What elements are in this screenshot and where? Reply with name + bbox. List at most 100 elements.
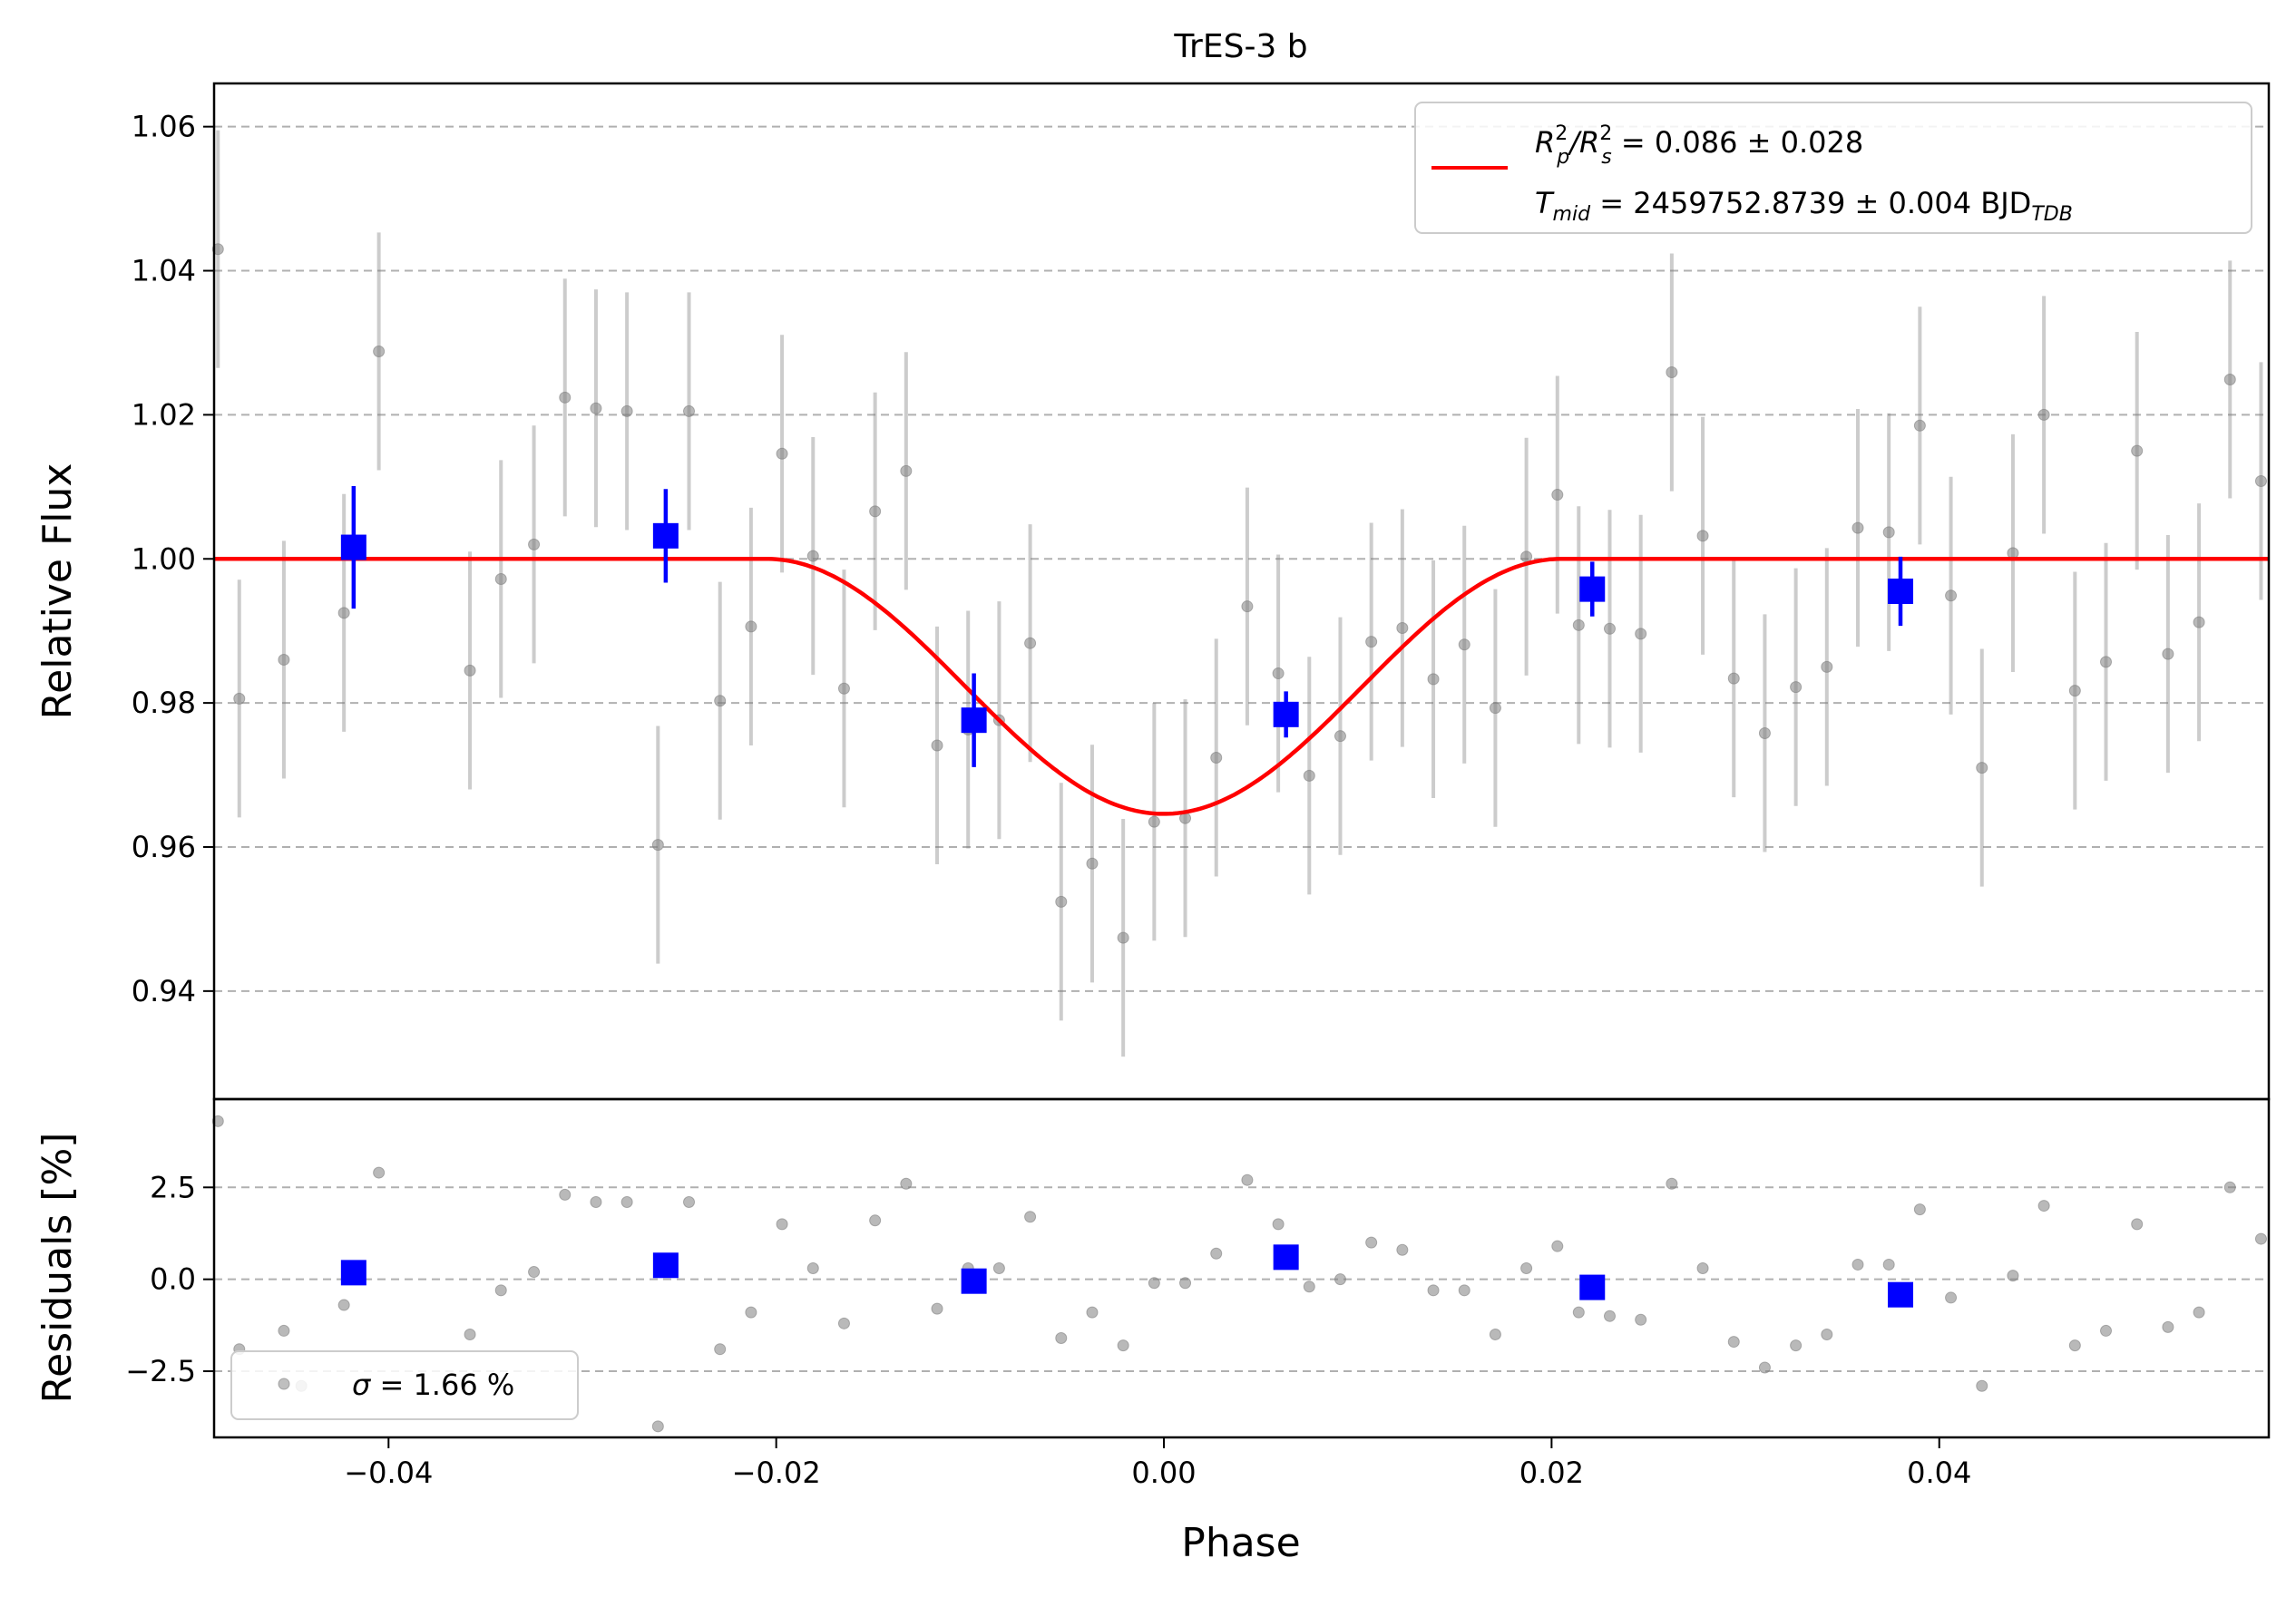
raw-flux-point [1427,673,1440,686]
raw-flux-point [559,391,572,404]
raw-residual-point [2131,1218,2144,1231]
raw-flux-point [528,538,541,550]
raw-flux-point [1210,751,1223,764]
flux-legend-box [1414,102,2252,234]
raw-residual-point [837,1317,850,1329]
binned-residual-point [1579,1274,1606,1300]
binned-residual-point [1273,1244,1299,1271]
raw-residual-point [1976,1379,1988,1392]
raw-residual-point [1334,1273,1346,1286]
x-axis-label: Phase [1181,1520,1300,1566]
binned-residual-point [1888,1281,1914,1308]
transit-model-curve [214,557,2269,816]
flux-y-tick-label: 1.04 [132,254,196,288]
raw-flux-point [211,243,224,256]
flux-y-tick-label: 0.96 [132,830,196,864]
raw-flux-point [278,653,290,666]
binned-flux-point [1888,579,1914,604]
raw-residual-point [931,1302,943,1315]
raw-residual-point [1635,1313,1647,1326]
raw-residual-point [2223,1181,2236,1193]
raw-flux-point [1024,637,1037,649]
raw-flux-point [1272,667,1285,680]
flux-panel: 0.94 0.96 0.98 1.00 1.02 1.04 1.06 [132,82,2271,1101]
legend-sigma: σ = 1.66 % [352,1368,514,1402]
raw-flux-point [2037,408,2050,421]
raw-flux-point [1365,636,1378,648]
flux-y-tick-label: 1.02 [132,397,196,432]
binned-flux-point [1579,576,1606,602]
raw-flux-point [745,620,757,633]
x-tick-label: −0.04 [344,1456,433,1490]
raw-residual-point [1148,1277,1160,1290]
raw-residual-point [869,1214,882,1227]
raw-residual-point [1913,1203,1926,1216]
raw-flux-point [1303,769,1315,782]
raw-residual-point [714,1343,727,1356]
raw-residual-point [745,1306,757,1319]
flux-y-ticks: 0.94 0.96 0.98 1.00 1.02 1.04 1.06 [132,110,214,1008]
legend-radius-ratio: R2 p/R2 s = 0.086 ± 0.028 [1535,122,1863,169]
raw-flux-point [1913,419,1926,432]
raw-residual-point [1551,1240,1564,1252]
raw-flux-point [1851,521,1864,534]
raw-residual-point [1365,1236,1378,1249]
binned-flux-point [961,707,987,734]
raw-residual-point [1241,1173,1254,1186]
legend-r-sub-a: p [1556,146,1569,169]
legend-t-sub: mid [1553,203,1592,226]
raw-residual-point [2162,1320,2174,1333]
raw-residual-point [1696,1262,1709,1274]
raw-residual-point [1303,1281,1315,1293]
binned-flux-point [1273,701,1299,727]
legend-r-sup-b: 2 [1599,122,1612,145]
raw-residual-point [776,1218,788,1231]
raw-residual-point [1272,1218,1285,1231]
legend-r-value: = 0.086 ± 0.028 [1612,125,1864,160]
raw-flux-point [651,839,664,852]
residuals-plot-frame [212,1097,2271,1439]
raw-residual-point [2068,1339,2081,1352]
raw-residual-point [1210,1247,1223,1260]
raw-flux-point [590,402,602,414]
raw-flux-point [620,404,633,417]
x-tick-label: 0.02 [1519,1456,1584,1490]
raw-flux-point [1603,622,1616,635]
raw-flux-point [1396,622,1409,635]
raw-flux-point [1489,702,1501,715]
raw-residual-point [1086,1306,1099,1319]
raw-flux-point [337,607,350,619]
legend-t-symbol: T [1535,186,1555,220]
raw-flux-point [233,692,246,705]
residuals-y-ticks: −2.5 0.0 2.5 [125,1170,214,1388]
raw-flux-point [1086,857,1099,870]
legend-sigma-symbol: σ [352,1368,372,1402]
raw-residual-point [559,1188,572,1201]
binned-residual-point [961,1268,987,1294]
raw-residual-point [1458,1284,1470,1297]
legend-r-sub-b: s [1601,146,1611,169]
legend-r-mid: /R [1567,125,1599,160]
raw-residual-point [620,1196,633,1209]
raw-flux-point [1758,726,1771,739]
binned-residual-point [340,1260,366,1286]
residuals-legend: σ = 1.66 % [230,1350,579,1420]
raw-flux-point [806,550,819,562]
flux-y-axis-label: Relative Flux [34,463,81,720]
raw-residual-point [1758,1361,1771,1374]
raw-flux-point [1821,660,1833,673]
raw-residual-point [683,1196,696,1209]
raw-residual-point [2007,1270,2019,1282]
model-line [214,557,2269,816]
x-tick-label: 0.00 [1131,1456,1196,1490]
raw-residual-point [900,1177,913,1190]
raw-residual-point [1055,1332,1068,1345]
raw-flux-point [837,682,850,695]
residuals-legend-box [230,1350,579,1420]
raw-residual-point [1520,1262,1533,1274]
flux-y-tick-label: 1.00 [132,541,196,576]
raw-flux-point [1696,530,1709,542]
legend-t-unit-sub: TDB [2031,203,2072,226]
raw-flux-point [2068,685,2081,697]
